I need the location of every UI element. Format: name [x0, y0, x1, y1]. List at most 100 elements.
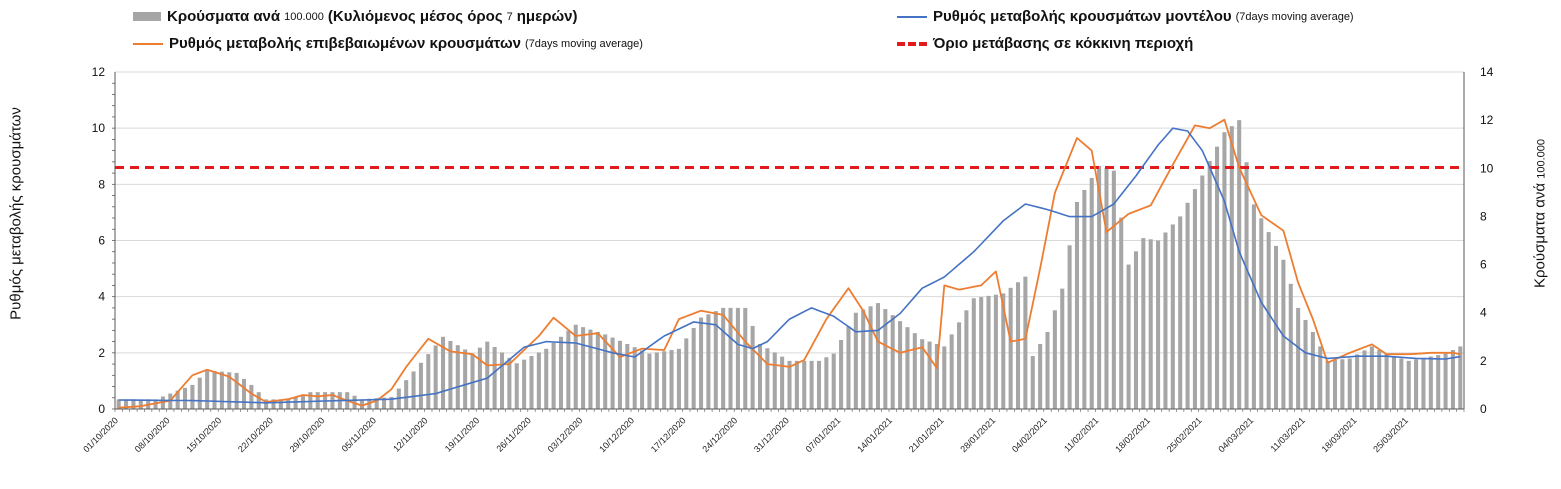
- bar: [183, 387, 188, 409]
- y-right-tick-label: 6: [1480, 258, 1487, 272]
- bar: [1060, 288, 1065, 409]
- y-left-tick-label: 10: [92, 121, 106, 135]
- bar: [1369, 346, 1374, 409]
- bar: [1259, 218, 1264, 409]
- bar: [463, 349, 468, 409]
- y-left-tick-label: 2: [98, 346, 105, 360]
- bar: [1163, 232, 1168, 409]
- bar: [765, 348, 770, 409]
- bar: [1126, 264, 1131, 409]
- y-right-tick-label: 10: [1480, 161, 1494, 175]
- bar: [1266, 232, 1271, 409]
- bar: [1200, 175, 1205, 409]
- bar: [1185, 202, 1190, 409]
- bar: [706, 314, 711, 409]
- bar: [507, 357, 512, 409]
- bar: [1170, 224, 1175, 409]
- bar: [846, 326, 851, 409]
- x-tick-label: 31/12/2020: [752, 415, 791, 454]
- bar: [1244, 162, 1249, 409]
- bar: [595, 331, 600, 409]
- bar: [1406, 360, 1411, 409]
- legend-bars-label3: ημερών): [516, 8, 578, 25]
- bar: [743, 307, 748, 409]
- bar: [219, 371, 224, 409]
- x-tick-label: 15/10/2020: [184, 415, 223, 454]
- x-tick-label: 11/03/2021: [1268, 415, 1306, 453]
- y-right-title: Κρούσματα ανά 100.000: [1532, 129, 1549, 299]
- bar: [898, 321, 903, 409]
- bar: [957, 322, 962, 409]
- y-right-tick-label: 0: [1480, 402, 1487, 416]
- bar: [1082, 189, 1087, 409]
- bar: [1015, 282, 1021, 409]
- bar: [691, 327, 696, 409]
- bar: [1399, 358, 1404, 409]
- bar: [116, 399, 121, 409]
- bar: [1074, 201, 1080, 409]
- bar: [1097, 165, 1102, 409]
- legend-bars: Κρούσματα ανά 100.000 (Κυλιόμενος μέσος …: [133, 8, 578, 25]
- x-tick-label: 25/03/2021: [1371, 415, 1410, 454]
- legend-bars-note1: 100.000: [284, 10, 324, 23]
- bar: [934, 344, 939, 409]
- bar: [831, 353, 836, 409]
- bar: [853, 312, 858, 409]
- legend-bars-note2: 7: [506, 10, 513, 23]
- y-right-title-note: 100.000: [1535, 139, 1548, 179]
- axes: [112, 72, 1465, 412]
- bar: [1443, 353, 1448, 409]
- x-tick-label: 17/12/2020: [649, 415, 688, 454]
- bar: [411, 371, 416, 409]
- bar: [942, 346, 947, 409]
- bar: [809, 360, 814, 409]
- bar: [455, 345, 460, 409]
- x-tick-label: 18/02/2021: [1113, 415, 1152, 454]
- bar: [971, 298, 976, 409]
- y-left-tick-label: 6: [98, 234, 105, 248]
- x-tick-label: 28/01/2021: [958, 415, 997, 454]
- bar: [699, 317, 704, 409]
- x-tick-label: 24/12/2020: [700, 415, 739, 454]
- bar: [1222, 132, 1227, 409]
- bar: [197, 377, 202, 409]
- y-right-tick-label: 2: [1480, 354, 1487, 368]
- bar: [426, 354, 431, 409]
- bar: [492, 347, 497, 409]
- bar: [1273, 245, 1279, 409]
- bar: [1296, 307, 1301, 409]
- bar: [581, 327, 586, 409]
- bar: [1237, 120, 1242, 410]
- bar: [477, 347, 482, 409]
- bar: [485, 341, 490, 409]
- bar: [676, 348, 681, 409]
- bar: [617, 340, 622, 409]
- x-tick-label: 18/03/2021: [1320, 415, 1359, 454]
- y-left-tick-label: 8: [98, 177, 105, 191]
- bar: [522, 359, 527, 409]
- bar: [949, 334, 954, 409]
- x-tick-label: 22/10/2020: [236, 415, 275, 454]
- bar: [993, 294, 998, 409]
- bar: [772, 352, 777, 409]
- bar: [1141, 238, 1146, 409]
- x-tick-label: 14/01/2021: [855, 415, 894, 454]
- bar: [551, 342, 556, 409]
- y-right-tick-label: 4: [1480, 306, 1487, 320]
- x-tick-label: 25/02/2021: [1165, 415, 1204, 454]
- bar: [1178, 216, 1183, 409]
- bar: [1288, 283, 1293, 409]
- bar: [1428, 356, 1433, 409]
- bar: [1045, 331, 1050, 409]
- y-left-title-text: Ρυθμός μεταβολής κρουσμάτων: [7, 107, 25, 320]
- x-tick-label: 05/11/2020: [340, 415, 378, 453]
- y-right-tick-label: 12: [1480, 113, 1494, 127]
- legend-bars-label2: (Κυλιόμενος μέσος όρος: [327, 8, 503, 25]
- bar: [374, 398, 379, 409]
- bar: [640, 350, 645, 409]
- x-tick-label: 12/11/2020: [391, 415, 429, 453]
- bar: [603, 334, 608, 409]
- bar: [735, 307, 740, 409]
- bar: [1281, 259, 1286, 409]
- bar: [124, 399, 129, 409]
